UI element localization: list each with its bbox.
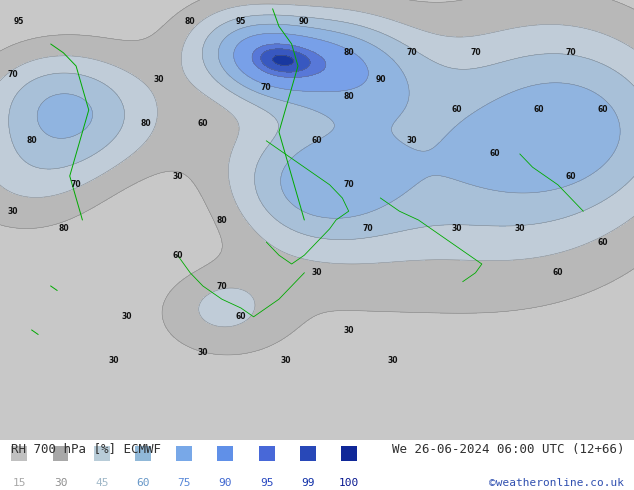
Text: 70: 70 — [261, 83, 271, 93]
Text: 80: 80 — [58, 224, 68, 233]
Bar — [53, 446, 68, 461]
Text: 60: 60 — [451, 105, 462, 115]
Text: 70: 70 — [407, 49, 417, 57]
Text: 60: 60 — [136, 477, 150, 488]
Text: 99: 99 — [301, 477, 314, 488]
Text: 30: 30 — [407, 136, 417, 146]
Text: 30: 30 — [344, 325, 354, 335]
Text: 30: 30 — [8, 207, 18, 216]
Text: 70: 70 — [344, 180, 354, 189]
Text: 75: 75 — [178, 477, 191, 488]
Text: 80: 80 — [185, 18, 195, 26]
Text: 60: 60 — [198, 119, 208, 128]
Text: 30: 30 — [312, 269, 322, 277]
Text: 60: 60 — [172, 251, 183, 260]
Text: 60: 60 — [566, 172, 576, 180]
Text: 30: 30 — [153, 74, 164, 84]
Text: 30: 30 — [172, 172, 183, 180]
Text: 70: 70 — [566, 49, 576, 57]
Text: ©weatheronline.co.uk: ©weatheronline.co.uk — [489, 477, 624, 488]
Text: 60: 60 — [489, 149, 500, 158]
Text: 60: 60 — [236, 312, 246, 321]
Text: 95: 95 — [236, 18, 246, 26]
Text: 30: 30 — [388, 356, 398, 366]
Text: 30: 30 — [451, 224, 462, 233]
Text: 95: 95 — [260, 477, 273, 488]
Text: 70: 70 — [363, 224, 373, 233]
Text: 15: 15 — [13, 477, 26, 488]
Text: 80: 80 — [344, 49, 354, 57]
Text: 70: 70 — [470, 49, 481, 57]
Bar — [176, 446, 192, 461]
Text: We 26-06-2024 06:00 UTC (12+66): We 26-06-2024 06:00 UTC (12+66) — [392, 442, 624, 456]
Bar — [11, 446, 27, 461]
Text: 30: 30 — [198, 347, 208, 357]
Text: 30: 30 — [54, 477, 67, 488]
Text: 90: 90 — [219, 477, 232, 488]
Bar — [259, 446, 275, 461]
Text: 60: 60 — [312, 136, 322, 146]
Text: 70: 70 — [71, 180, 81, 189]
Text: 90: 90 — [299, 18, 309, 26]
Text: 30: 30 — [122, 312, 132, 321]
Bar — [135, 446, 151, 461]
Text: 80: 80 — [344, 92, 354, 101]
Text: 30: 30 — [515, 224, 525, 233]
Text: 30: 30 — [109, 356, 119, 366]
Bar — [300, 446, 316, 461]
Text: 60: 60 — [553, 269, 563, 277]
Text: 95: 95 — [14, 18, 24, 26]
Text: 60: 60 — [534, 105, 544, 115]
Text: 70: 70 — [8, 70, 18, 79]
Text: 80: 80 — [141, 119, 151, 128]
Text: 70: 70 — [217, 281, 227, 291]
Text: 80: 80 — [217, 216, 227, 224]
Text: 100: 100 — [339, 477, 359, 488]
Text: 90: 90 — [375, 74, 385, 84]
Text: 80: 80 — [27, 136, 37, 146]
Text: 45: 45 — [95, 477, 108, 488]
Text: RH 700 hPa [%] ECMWF: RH 700 hPa [%] ECMWF — [11, 442, 162, 456]
Text: 60: 60 — [597, 105, 607, 115]
Bar — [94, 446, 110, 461]
Bar — [217, 446, 233, 461]
Text: 60: 60 — [597, 238, 607, 246]
Text: 30: 30 — [280, 356, 290, 366]
Bar — [341, 446, 357, 461]
